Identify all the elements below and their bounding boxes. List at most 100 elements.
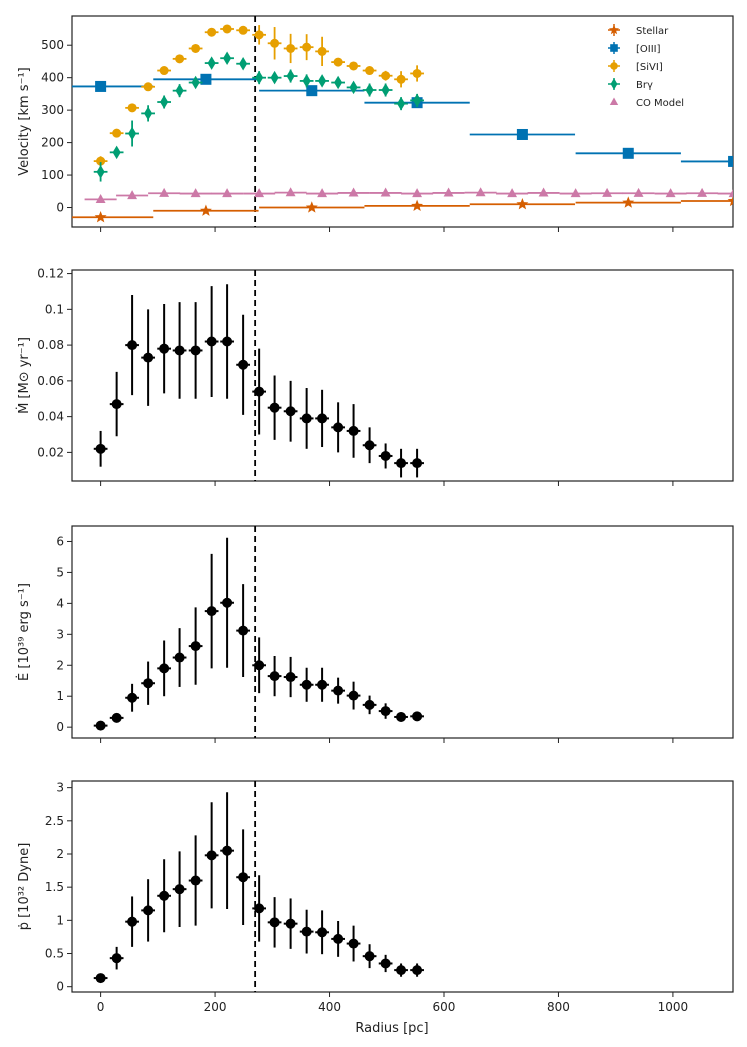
data-point: [238, 359, 249, 370]
data-point: [96, 165, 105, 179]
y-tick-label: 400: [41, 71, 64, 85]
data-point: [95, 194, 106, 204]
panel-4: 0 0.5 1 1.5 2 2.5 3 0 200 400 600 800 1000 ṗ [10³² Dy…: [17, 780, 734, 1014]
data-point: [112, 145, 121, 160]
data-point: [190, 875, 201, 886]
data-point: [622, 196, 635, 208]
legend-marker: [610, 78, 618, 90]
y-tick-label: 300: [41, 103, 64, 117]
data-point: [94, 210, 107, 223]
data-point: [95, 973, 106, 984]
data-point: [396, 711, 407, 722]
data-point: [111, 399, 122, 410]
data-point: [159, 187, 170, 197]
data-point: [222, 188, 233, 198]
y-tick-label: 4: [56, 596, 64, 610]
y-tick-label: 0.12: [37, 267, 64, 281]
y-tick-label: 2: [56, 658, 64, 672]
data-point: [381, 83, 390, 97]
data-point: [475, 187, 486, 197]
x-tick-label: 200: [204, 1000, 227, 1014]
data-point: [207, 27, 217, 37]
data-point: [333, 685, 344, 696]
data-point: [301, 413, 312, 424]
y-tick-label: 0: [56, 720, 64, 734]
data-point: [254, 660, 265, 671]
y-tick-label: 0.02: [37, 445, 64, 459]
y-tick-label: 0.5: [45, 947, 64, 961]
data-point: [396, 965, 407, 976]
data-point: [269, 917, 280, 928]
y-tick-label: 1.5: [45, 880, 64, 894]
legend-item: Stellar: [608, 24, 669, 37]
plot-area-frame: [71, 780, 734, 993]
data-point: [602, 187, 613, 197]
data-point: [317, 46, 327, 56]
legend-marker: [610, 44, 618, 52]
data-point: [269, 402, 280, 413]
data-point: [396, 458, 407, 469]
x-tick-label: 1000: [658, 1000, 689, 1014]
data-point: [365, 66, 375, 76]
data-point: [222, 845, 233, 856]
data-point: [317, 927, 328, 938]
y-axis-label: Ė [10³⁹ erg s⁻¹]: [16, 583, 32, 681]
data-point: [516, 128, 528, 140]
series-group: [72, 16, 733, 227]
data-point: [127, 916, 138, 927]
data-point: [727, 196, 733, 207]
data-point: [538, 187, 549, 197]
y-axis-label: ṗ [10³² Dyne]: [17, 843, 32, 931]
data-point: [254, 386, 265, 397]
y-tick-label: 500: [41, 38, 64, 52]
plot-area-frame: [71, 269, 734, 482]
data-point: [159, 663, 170, 674]
data-point: [286, 69, 295, 83]
data-point: [334, 75, 343, 90]
data-point: [200, 73, 212, 85]
data-point: [222, 597, 233, 608]
data-point: [95, 80, 107, 92]
data-point: [143, 352, 154, 363]
legend-item: [SiVI]: [608, 60, 663, 73]
data-point: [207, 56, 216, 70]
data-point: [111, 953, 122, 964]
panel-3: 0 1 2 3 4 5 6 Ė [10³⁹ erg s⁻¹]: [16, 525, 734, 743]
legend-marker: [608, 24, 620, 35]
data-point: [412, 965, 423, 976]
y-axis-label: Ṁ [M⊙ yr⁻¹]: [16, 337, 32, 414]
data-point: [396, 74, 406, 84]
data-point: [206, 336, 217, 347]
data-point: [348, 187, 359, 197]
data-point: [348, 690, 359, 701]
data-point: [127, 340, 138, 351]
data-point: [507, 188, 518, 198]
data-point: [285, 187, 296, 197]
data-point: [381, 71, 391, 81]
data-point: [622, 147, 634, 159]
legend-label: Stellar: [636, 26, 669, 37]
data-point: [160, 95, 169, 109]
data-point: [174, 652, 185, 663]
y-tick-label: 1: [56, 913, 64, 927]
data-point: [348, 938, 359, 949]
data-point: [254, 903, 265, 914]
data-point: [128, 126, 137, 141]
y-tick-label: 2.5: [45, 814, 64, 828]
series-data: [93, 284, 424, 478]
data-point: [412, 188, 423, 198]
data-point: [238, 25, 248, 35]
data-point: [96, 156, 106, 166]
y-tick-label: 100: [41, 168, 64, 182]
series-group: [93, 270, 424, 481]
y-tick-label: 0.04: [37, 410, 64, 424]
data-point: [516, 197, 529, 210]
data-point: [380, 187, 391, 197]
data-point: [270, 38, 280, 48]
data-point: [286, 43, 296, 53]
legend-label: [SiVI]: [636, 62, 663, 73]
data-point: [317, 679, 328, 690]
data-point: [285, 406, 296, 417]
data-point: [333, 422, 344, 433]
